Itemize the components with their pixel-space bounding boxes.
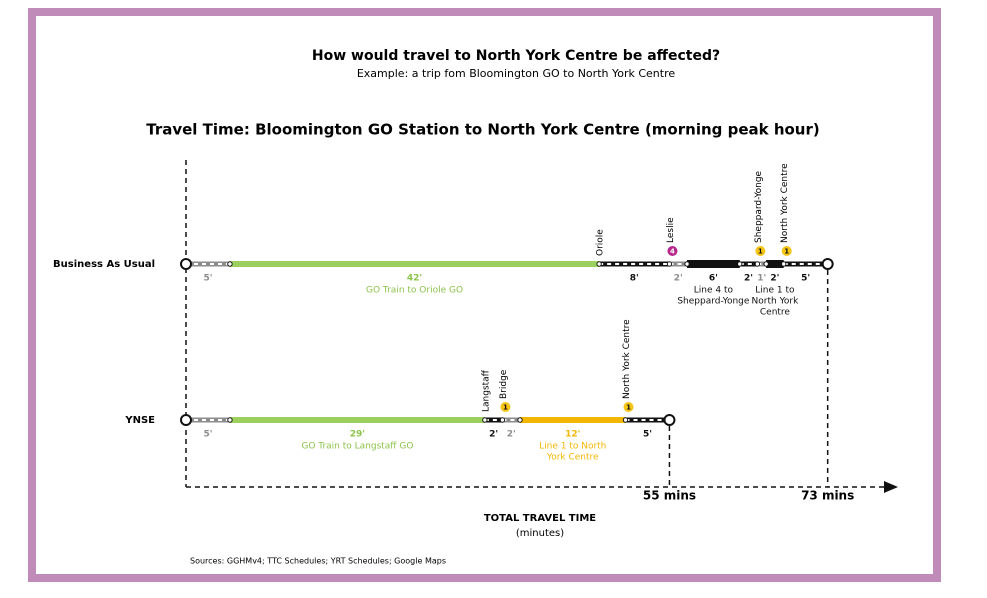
axis-arrow [884, 481, 898, 493]
line-badge-label: 4 [670, 248, 675, 256]
duration-label: 2' [770, 274, 779, 284]
segment [766, 260, 784, 268]
line-badge [667, 246, 678, 256]
segment [229, 417, 485, 423]
node [227, 417, 233, 423]
segment [186, 417, 230, 423]
segment [520, 417, 626, 423]
segment [783, 261, 828, 267]
row-label: Business As Usual [53, 259, 155, 270]
duration-label: 6' [709, 274, 718, 284]
station-label: Sheppard-Yonge [754, 170, 764, 243]
segment-description: Line 4 to [694, 286, 734, 296]
segment [625, 417, 670, 423]
station-label: Leslie [666, 217, 676, 243]
duration-label: 2' [507, 430, 516, 440]
start-node [180, 258, 192, 270]
segment-description: Sheppard-Yonge [677, 297, 750, 307]
duration-label: 5' [203, 430, 212, 440]
duration-label: 12' [565, 430, 580, 440]
total-label: 55 mins [643, 489, 696, 503]
end-node [663, 414, 676, 426]
duration-label: 8' [630, 274, 639, 284]
duration-label: 5' [801, 274, 810, 284]
segment-description: York Centre [546, 453, 599, 463]
segment-description: Centre [760, 308, 791, 318]
duration-label: 2' [744, 274, 753, 284]
duration-label: 2' [489, 430, 498, 440]
line-badge-label: 1 [503, 404, 508, 412]
line-badge-label: 1 [626, 404, 631, 412]
station-label: Oriole [596, 229, 606, 256]
subtitle: Example: a trip fom Bloomington GO to No… [357, 67, 676, 80]
row-label: YNSE [124, 415, 155, 426]
node [763, 261, 769, 267]
duration-label: 5' [643, 430, 652, 440]
segment-description: Line 1 to North [539, 442, 606, 452]
total-label: 73 mins [801, 489, 854, 503]
duration-label: 29' [350, 430, 365, 440]
node [684, 261, 690, 267]
title: How would travel to North York Centre be… [312, 48, 720, 64]
line-badge [755, 246, 766, 256]
station-label: North York Centre [622, 319, 632, 399]
node [499, 417, 506, 423]
duration-label: 2' [674, 274, 683, 284]
station-label: Langstaff [481, 369, 491, 412]
node [737, 261, 743, 267]
node [754, 261, 761, 267]
line-badge [623, 402, 634, 412]
segment [229, 261, 600, 267]
line-badge [500, 402, 511, 412]
frame [28, 8, 941, 582]
sources: Sources: GGHMv4; TTC Schedules; YRT Sche… [190, 557, 446, 566]
segment-description: Line 1 to [755, 286, 795, 296]
node [596, 261, 602, 267]
duration-label: 42' [407, 274, 422, 284]
segment-description: GO Train to Langstaff GO [301, 442, 413, 452]
axis-label: TOTAL TRAVEL TIME [484, 513, 596, 524]
end-node [821, 258, 834, 270]
axis-unit: (minutes) [516, 528, 564, 539]
line-badge-label: 1 [784, 248, 789, 256]
node [227, 261, 233, 267]
duration-label: 1' [757, 274, 766, 284]
station-label: North York Centre [780, 163, 790, 243]
node [781, 261, 787, 267]
duration-label: 5' [203, 274, 212, 284]
line-badge-label: 1 [758, 248, 763, 256]
segment-description: North York [752, 297, 800, 307]
segment-description: GO Train to Oriole GO [366, 286, 463, 296]
segment [186, 261, 230, 267]
chart-title: Travel Time: Bloomington GO Station to N… [146, 121, 820, 139]
line-badge [781, 246, 792, 256]
node [517, 417, 523, 423]
node [666, 261, 673, 267]
segment [757, 261, 767, 267]
start-node [180, 414, 192, 426]
node [482, 417, 488, 423]
segment [687, 260, 740, 268]
station-label: Bridge [499, 369, 509, 399]
node [622, 417, 629, 423]
